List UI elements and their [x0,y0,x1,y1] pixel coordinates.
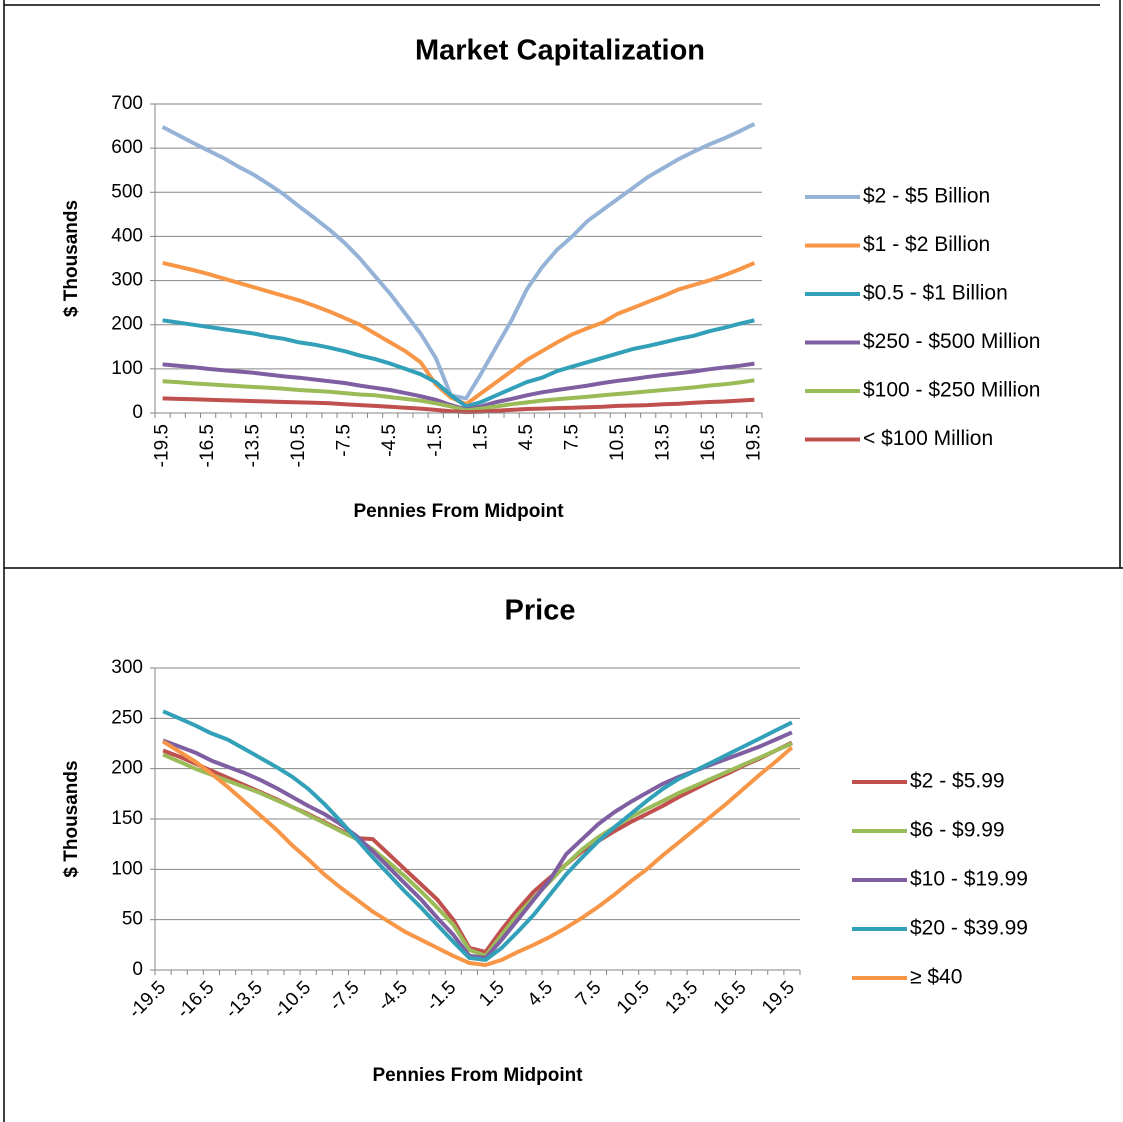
line-series [162,378,755,413]
x-tick-label: 16.5 [710,977,751,1018]
y-tick-label: 0 [132,959,143,980]
legend-label: $20 - $39.99 [910,917,1028,940]
y-tick-label: 500 [111,181,143,202]
y-axis-title: $ Thousands [61,200,82,317]
y-tick-label: 100 [111,858,143,879]
x-tick-label: 4.5 [516,424,537,450]
legend-label: $250 - $500 Million [863,330,1040,353]
y-tick-label: 300 [111,657,143,678]
line-series [162,739,794,967]
x-tick-label: -1.5 [422,977,460,1015]
x-tick-label: 19.5 [743,424,764,461]
x-tick-label: 7.5 [572,977,606,1011]
x-tick-label: -1.5 [425,424,446,457]
chart-title: Price [505,595,576,627]
x-tick-label: -13.5 [221,977,266,1022]
x-tick-label: 10.5 [607,424,628,461]
legend-label: $100 - $250 Million [863,379,1040,402]
y-tick-label: 50 [122,909,143,930]
legend-label: $0.5 - $1 Billion [863,282,1008,305]
legend-label: $2 - $5 Billion [863,185,990,208]
x-tick-label: 19.5 [758,977,799,1018]
line-series [162,396,755,415]
x-tick-label: 7.5 [561,424,582,450]
line-series [162,318,755,409]
line-series [162,709,793,962]
line-series [162,730,793,960]
x-tick-label: -13.5 [243,424,264,467]
y-tick-label: 200 [111,314,143,335]
x-tick-label: -16.5 [197,424,218,467]
y-tick-label: 0 [132,402,143,423]
legend-label: < $100 Million [863,427,993,450]
x-tick-label: -19.5 [152,424,173,467]
y-tick-label: 150 [111,808,143,829]
x-tick-label: -16.5 [173,977,218,1022]
x-tick-label: 13.5 [652,424,673,461]
line-series [162,741,793,958]
x-axis-title: Pennies From Midpoint [353,501,564,522]
x-tick-label: -10.5 [288,424,309,467]
y-tick-label: 200 [111,758,143,779]
legend-label: $1 - $2 Billion [863,233,990,256]
x-tick-label: 13.5 [661,977,702,1018]
x-tick-label: 10.5 [613,977,654,1018]
legend-label: $10 - $19.99 [910,868,1028,891]
x-axis-title: Pennies From Midpoint [372,1065,583,1086]
legend-label: $6 - $9.99 [910,819,1005,842]
line-series [161,122,756,401]
x-tick-label: 1.5 [475,977,509,1011]
y-tick-label: 400 [111,225,143,246]
x-tick-label: -10.5 [270,977,315,1022]
y-tick-label: 100 [111,358,143,379]
x-tick-label: -7.5 [334,424,355,457]
y-tick-label: 300 [111,270,143,291]
x-tick-label: 16.5 [698,424,719,461]
x-tick-label: -4.5 [379,424,400,457]
chart-title: Market Capitalization [415,35,705,67]
y-tick-label: 700 [111,93,143,114]
legend-label: $2 - $5.99 [910,770,1005,793]
legend-label: ≥ $40 [910,966,962,989]
x-tick-label: -7.5 [326,977,364,1015]
line-series [162,740,793,954]
x-tick-label: -19.5 [125,977,170,1022]
x-tick-label: -4.5 [374,977,412,1015]
x-tick-label: 4.5 [524,977,558,1011]
y-tick-label: 250 [111,707,143,728]
y-tick-label: 600 [111,137,143,158]
x-tick-label: 1.5 [470,424,491,450]
y-axis-title: $ Thousands [61,760,82,877]
